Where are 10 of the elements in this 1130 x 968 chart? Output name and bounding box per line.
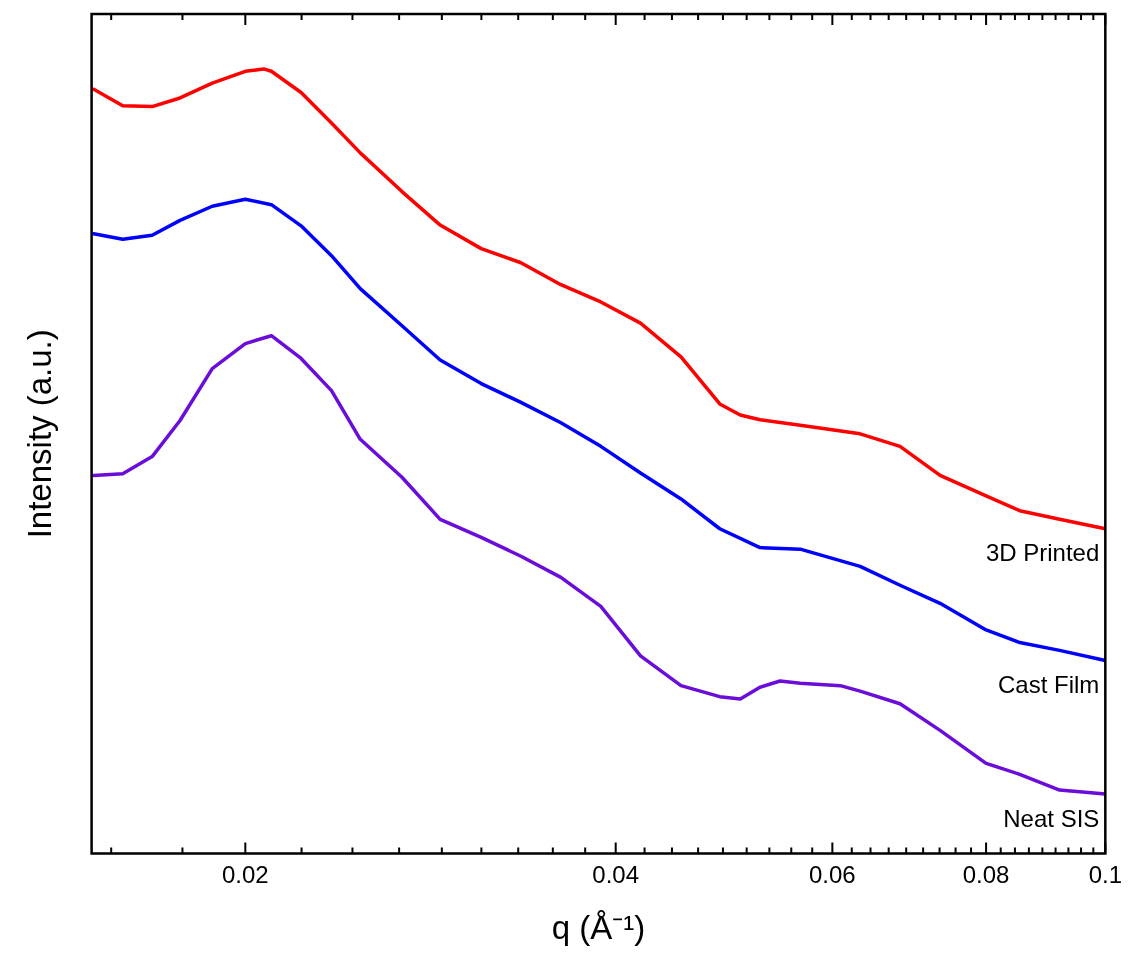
- x-tick-label: 0.08: [962, 860, 1010, 888]
- x-tick-label: 0.04: [592, 860, 640, 888]
- series-label: Cast Film: [997, 671, 1100, 699]
- x-axis-title: q (Å⁻¹): [551, 909, 646, 947]
- x-tick-label: 0.02: [221, 860, 269, 888]
- y-axis-title: Intensity (a.u.): [20, 329, 58, 539]
- x-tick-label: 0.1: [1088, 860, 1123, 888]
- x-tick-label: 0.06: [809, 860, 856, 888]
- series-label: Neat SIS: [1003, 804, 1100, 832]
- series-label: 3D Printed: [985, 539, 1100, 567]
